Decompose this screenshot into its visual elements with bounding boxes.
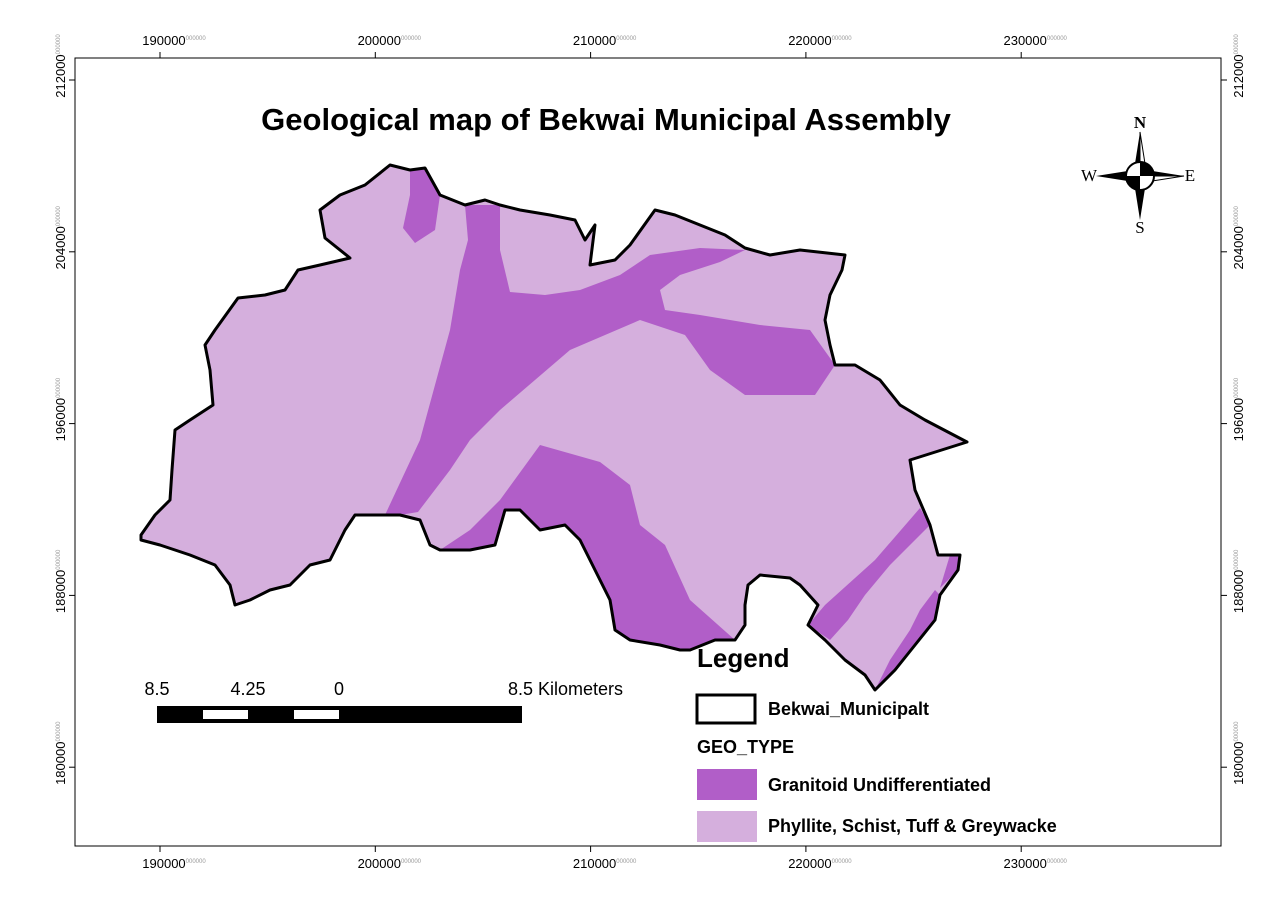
coord-label: 196000000000: [1231, 377, 1246, 441]
coord-sup: 000000: [56, 205, 62, 226]
coord-label: 188000000000: [1231, 549, 1246, 613]
municipal-boundary: [139, 163, 969, 692]
coord-value: 188000: [1231, 570, 1246, 613]
coord-value: 210000: [573, 33, 616, 48]
coord-value: 190000: [142, 33, 185, 48]
coord-label: 230000000000: [1003, 33, 1067, 48]
granitoid-area: [940, 555, 960, 588]
coord-value: 212000: [53, 54, 68, 97]
coord-sup: 000000: [56, 549, 62, 570]
north-arrow: N S W E: [1081, 113, 1195, 237]
coord-label: 220000000000: [788, 33, 852, 48]
coord-sup: 000000: [1234, 721, 1240, 742]
coord-value: 210000: [573, 856, 616, 871]
coord-value: 230000: [1003, 856, 1046, 871]
coord-sup: 000000: [56, 34, 62, 55]
granitoid-area: [875, 590, 940, 690]
coord-sup: 000000: [401, 36, 422, 42]
coord-value: 196000: [1231, 398, 1246, 441]
scale-label: 8.5: [144, 679, 169, 699]
geology: [139, 163, 969, 692]
coord-label: 180000000000: [53, 721, 68, 785]
legend-swatch: [697, 811, 757, 842]
coord-label: 204000000000: [1231, 205, 1246, 269]
scale-label: 0: [334, 679, 344, 699]
coord-label: 200000000000: [358, 856, 422, 871]
compass-e: E: [1185, 166, 1195, 185]
coord-sup: 000000: [1234, 34, 1240, 55]
coord-label: 220000000000: [788, 856, 852, 871]
coord-label: 200000000000: [358, 33, 422, 48]
legend-title: Legend: [697, 643, 789, 673]
coord-sup: 000000: [1234, 205, 1240, 226]
legend-label: Granitoid Undifferentiated: [768, 775, 991, 795]
coord-sup: 000000: [616, 859, 637, 865]
coord-sup: 000000: [1047, 36, 1068, 42]
legend: Legend Bekwai_Municipalt GEO_TYPE Granit…: [695, 643, 1057, 842]
coord-value: 230000: [1003, 33, 1046, 48]
granitoid-area: [440, 445, 735, 650]
coord-value: 212000: [1231, 54, 1246, 97]
coord-value: 220000: [788, 856, 831, 871]
coord-value: 220000: [788, 33, 831, 48]
map-title: Geological map of Bekwai Municipal Assem…: [261, 102, 951, 137]
coord-label: 204000000000: [53, 205, 68, 269]
coord-value: 180000: [53, 742, 68, 785]
coord-label: 210000000000: [573, 33, 637, 48]
coord-value: 200000: [358, 856, 401, 871]
coord-label: 190000000000: [142, 33, 206, 48]
legend-swatch: [695, 693, 757, 725]
coord-sup: 000000: [1047, 859, 1068, 865]
granitoid-area: [403, 168, 440, 243]
coord-label: 196000000000: [53, 377, 68, 441]
legend-label: Bekwai_Municipalt: [768, 699, 929, 719]
scale-label: 4.25: [230, 679, 265, 699]
legend-field: GEO_TYPE: [697, 737, 794, 757]
coord-value: 180000: [1231, 742, 1246, 785]
coord-sup: 000000: [832, 859, 853, 865]
coord-value: 200000: [358, 33, 401, 48]
coord-label: 210000000000: [573, 856, 637, 871]
scale-bar: 8.5 4.25 0 8.5 Kilometers: [144, 679, 623, 723]
granitoid-area: [385, 205, 835, 515]
coord-value: 204000: [1231, 226, 1246, 269]
coord-value: 190000: [142, 856, 185, 871]
coord-sup: 000000: [56, 377, 62, 398]
coord-value: 204000: [53, 226, 68, 269]
coord-label: 180000000000: [1231, 721, 1246, 785]
coord-label: 212000000000: [1231, 34, 1246, 98]
coord-sup: 000000: [832, 36, 853, 42]
coord-label: 188000000000: [53, 549, 68, 613]
compass-s: S: [1135, 218, 1144, 237]
coord-sup: 000000: [401, 859, 422, 865]
coord-sup: 000000: [186, 36, 207, 42]
granitoid-area: [808, 508, 930, 640]
legend-label: Phyllite, Schist, Tuff & Greywacke: [768, 816, 1057, 836]
compass-w: W: [1081, 166, 1098, 185]
coord-value: 196000: [53, 398, 68, 441]
coord-sup: 000000: [186, 859, 207, 865]
coord-sup: 000000: [616, 36, 637, 42]
scale-label: 8.5 Kilometers: [508, 679, 623, 699]
phyllite-area: [141, 165, 967, 690]
coord-sup: 000000: [56, 721, 62, 742]
legend-swatch: [697, 769, 757, 800]
coord-value: 188000: [53, 570, 68, 613]
compass-n: N: [1134, 113, 1147, 132]
coord-label: 230000000000: [1003, 856, 1067, 871]
coord-label: 190000000000: [142, 856, 206, 871]
coord-sup: 000000: [1234, 549, 1240, 570]
coord-label: 212000000000: [53, 34, 68, 98]
coord-sup: 000000: [1234, 377, 1240, 398]
